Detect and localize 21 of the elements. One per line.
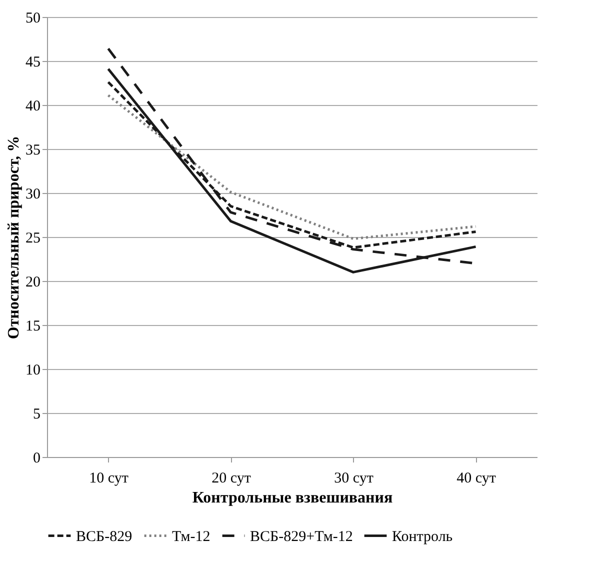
y-tick-label: 20	[26, 274, 40, 290]
legend-label: Тм-12	[172, 528, 210, 545]
x-axis-title: Контрольные взвешивания	[192, 490, 393, 506]
y-tick-label: 25	[26, 230, 40, 246]
x-tick-label: 10 сут	[89, 470, 129, 486]
y-tick-label: 15	[26, 318, 40, 334]
y-axis-title: Относительный прирост, %	[6, 136, 22, 340]
legend-label: Контроль	[392, 528, 453, 545]
y-tick-label: 30	[26, 186, 40, 202]
y-tick-label: 50	[26, 10, 40, 26]
y-tick-label: 10	[26, 362, 40, 378]
y-tick-label: 35	[26, 142, 40, 158]
legend-label: ВСБ-829+Тм-12	[250, 528, 353, 545]
y-tick-label: 40	[26, 98, 40, 114]
x-tick-label: 40 сут	[456, 470, 496, 486]
y-tick-label: 45	[26, 54, 40, 70]
y-tick-label: 0	[33, 450, 40, 466]
y-tick-label: 5	[33, 406, 40, 422]
legend-label: ВСБ-829	[76, 528, 132, 545]
x-tick-label: 20 сут	[212, 470, 252, 486]
x-tick-label: 30 сут	[334, 470, 374, 486]
